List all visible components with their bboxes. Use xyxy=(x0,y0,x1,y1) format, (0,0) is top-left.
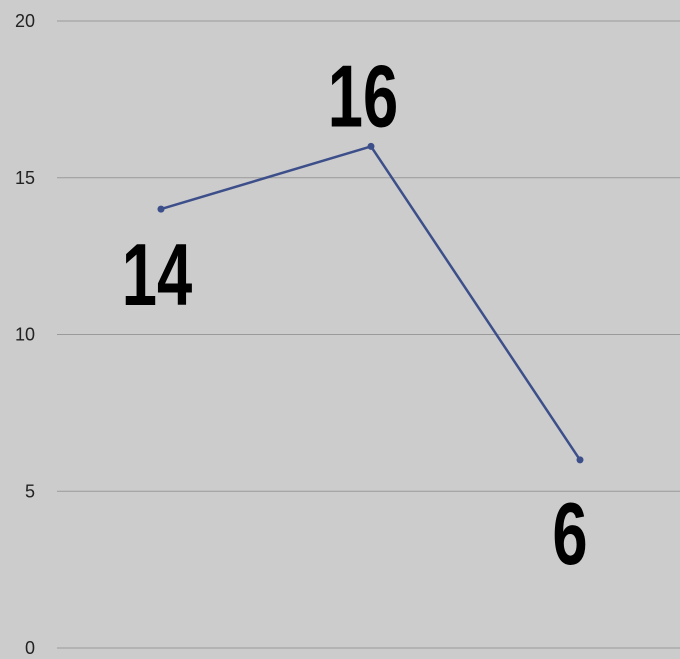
data-point xyxy=(157,205,165,213)
y-tick-label: 0 xyxy=(25,638,35,658)
data-label: 6 xyxy=(552,486,587,584)
data-labels: 14 16 6 xyxy=(122,48,588,583)
data-label: 14 xyxy=(122,227,193,325)
gridlines xyxy=(57,20,680,649)
y-tick-label: 5 xyxy=(25,481,35,501)
y-tick-label: 20 xyxy=(15,11,35,31)
series-line xyxy=(160,145,582,461)
data-point xyxy=(367,142,375,150)
series-group xyxy=(157,142,584,464)
y-axis: 0 5 10 15 20 xyxy=(15,11,35,658)
y-tick-label: 15 xyxy=(15,168,35,188)
data-point xyxy=(576,456,584,464)
y-tick-label: 10 xyxy=(15,325,35,345)
data-label: 16 xyxy=(328,48,398,146)
